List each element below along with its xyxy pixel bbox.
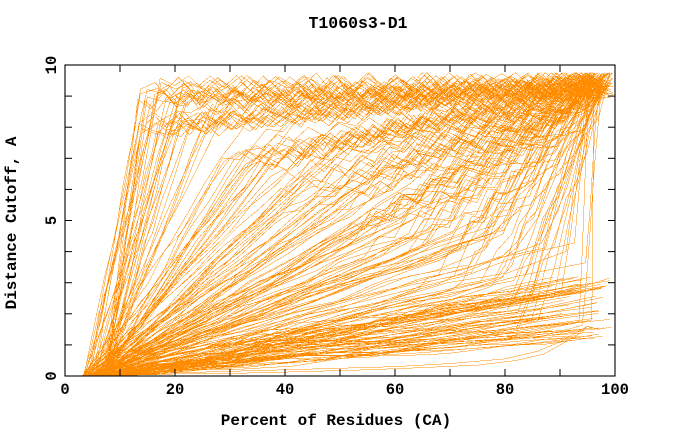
- svg-text:0: 0: [60, 381, 69, 399]
- svg-text:40: 40: [276, 381, 295, 399]
- svg-text:0: 0: [43, 371, 61, 380]
- svg-text:10: 10: [43, 56, 61, 75]
- svg-text:Distance Cutoff, A: Distance Cutoff, A: [3, 136, 21, 309]
- svg-text:T1060s3-D1: T1060s3-D1: [308, 14, 407, 33]
- svg-text:Percent of Residues (CA): Percent of Residues (CA): [221, 412, 451, 430]
- svg-text:80: 80: [496, 381, 515, 399]
- svg-text:5: 5: [43, 216, 61, 225]
- svg-text:20: 20: [166, 381, 185, 399]
- svg-text:100: 100: [601, 381, 629, 399]
- svg-text:60: 60: [386, 381, 405, 399]
